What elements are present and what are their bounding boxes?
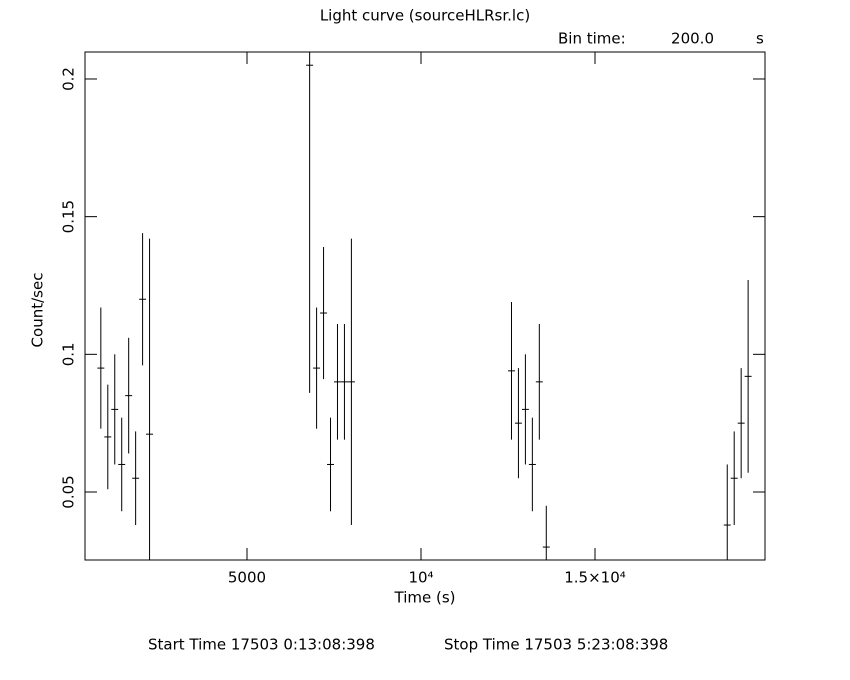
x-axis-label: Time (s) <box>394 589 456 607</box>
bin-time: 200.0 <box>671 30 714 48</box>
plot-frame <box>84 51 766 561</box>
x-tick-label: 1.5×10⁴ <box>564 569 626 587</box>
start-time: Start Time 17503 0:13:08:398 <box>148 636 375 654</box>
stop-time: Stop Time 17503 5:23:08:398 <box>444 636 668 654</box>
y-tick-label: 0.15 <box>60 200 78 233</box>
x-tick-label: 10⁴ <box>408 569 433 587</box>
bin-time-unit: s <box>756 30 764 48</box>
y-axis-label: Count/sec <box>29 273 47 348</box>
error-bars <box>97 52 752 560</box>
y-tick-label: 0.1 <box>60 342 78 366</box>
y-tick-label: 0.2 <box>60 67 78 91</box>
y-tick-label: 0.05 <box>60 475 78 508</box>
chart-title: Light curve (sourceHLRsr.lc) <box>320 7 530 25</box>
x-tick-label: 5000 <box>228 569 266 587</box>
bin-time-label: Bin time: <box>558 30 626 48</box>
